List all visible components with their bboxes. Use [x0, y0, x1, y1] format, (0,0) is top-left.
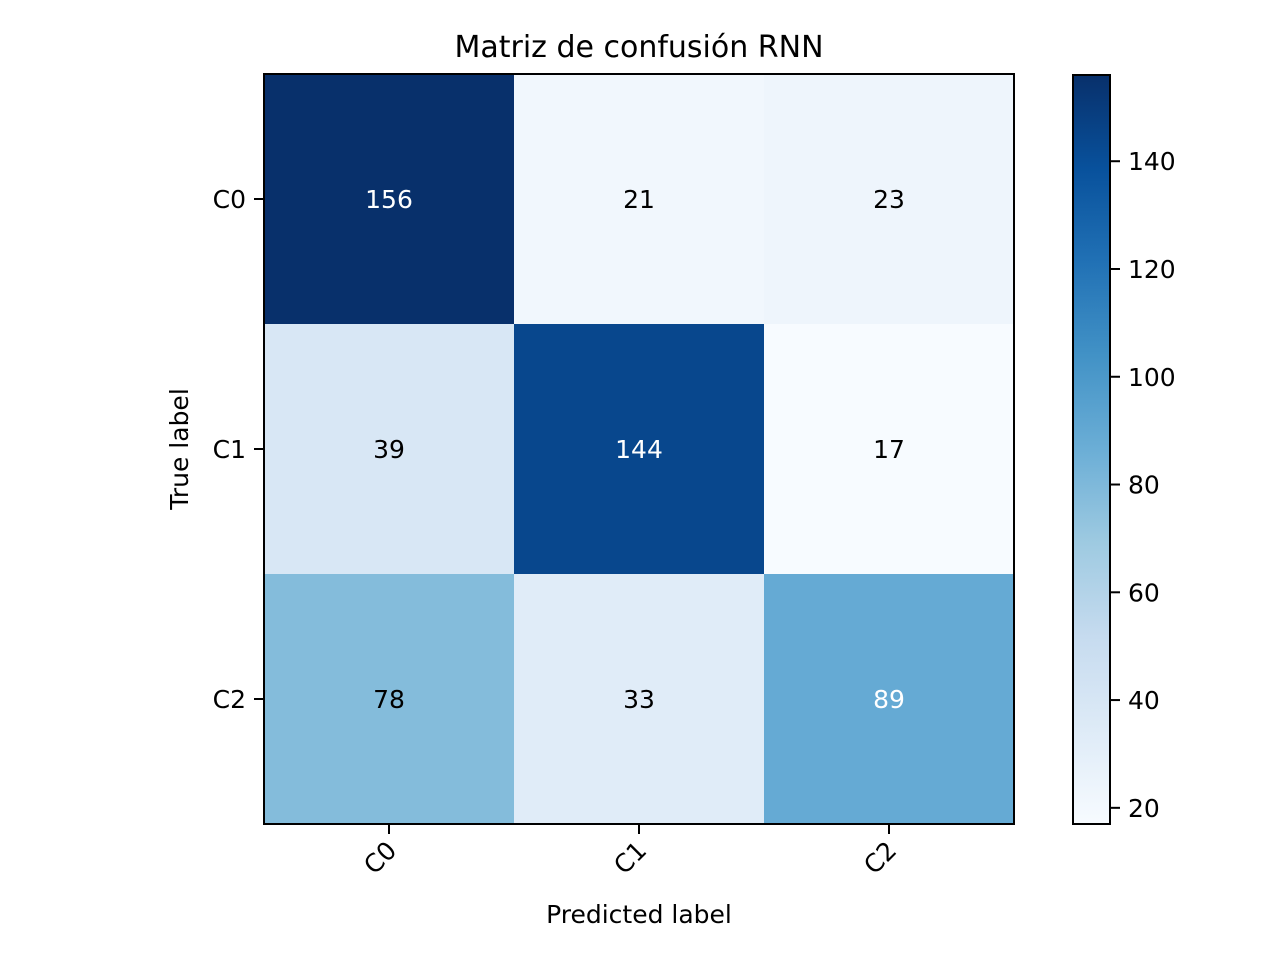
y-axis-label: True label — [165, 388, 194, 511]
heatmap-cells — [264, 74, 1015, 825]
cell-value-r0-c1: 21 — [623, 185, 655, 214]
x-axis-label: Predicted label — [546, 900, 732, 929]
cell-value-r1-c2: 17 — [873, 435, 905, 464]
cell-value-r1-c1: 144 — [615, 435, 663, 464]
colorbar-tick-label-4: 100 — [1128, 363, 1176, 392]
heatmap-cell-r2-c2 — [764, 574, 1015, 825]
heatmap-cell-r0-c1 — [514, 74, 765, 325]
y-axis-ticks: C0 C1 C2 — [213, 185, 264, 714]
heatmap-cell-r0-c2 — [764, 74, 1015, 325]
cell-value-r0-c2: 23 — [873, 185, 905, 214]
x-tick-label-2: C2 — [858, 836, 902, 880]
y-tick-label-1: C1 — [213, 435, 246, 464]
heatmap-cell-r2-c1 — [514, 574, 765, 825]
colorbar-ticks: 20 40 60 80 100 120 140 — [1110, 147, 1176, 823]
colorbar-tick-label-1: 40 — [1128, 686, 1160, 715]
colorbar — [1072, 74, 1111, 825]
chart-title: Matriz de confusión RNN — [454, 30, 823, 65]
y-tick-label-0: C0 — [213, 185, 246, 214]
cell-value-r2-c0: 78 — [373, 685, 405, 714]
heatmap-cell-r1-c2 — [764, 324, 1015, 575]
y-tick-label-2: C2 — [213, 685, 246, 714]
cell-value-labels: 156 21 23 39 144 17 78 33 89 — [365, 185, 905, 714]
heatmap-cell-r1-c1 — [514, 324, 765, 575]
heatmap-cell-r0-c0 — [264, 74, 515, 325]
x-axis-ticks: C0 C1 C2 — [358, 824, 902, 880]
heatmap-cell-r1-c0 — [264, 324, 515, 575]
heatmap-cell-r2-c0 — [264, 574, 515, 825]
cell-value-r2-c2: 89 — [873, 685, 905, 714]
cell-value-r2-c1: 33 — [623, 685, 655, 714]
colorbar-tick-label-2: 60 — [1128, 578, 1160, 607]
colorbar-tick-label-0: 20 — [1128, 794, 1160, 823]
colorbar-tick-label-6: 140 — [1128, 147, 1176, 176]
colorbar-tick-label-5: 120 — [1128, 255, 1176, 284]
x-tick-label-0: C0 — [358, 836, 402, 880]
cell-value-r1-c0: 39 — [373, 435, 405, 464]
cell-value-r0-c0: 156 — [365, 185, 413, 214]
x-tick-label-1: C1 — [608, 836, 652, 880]
colorbar-tick-label-3: 80 — [1128, 471, 1160, 500]
